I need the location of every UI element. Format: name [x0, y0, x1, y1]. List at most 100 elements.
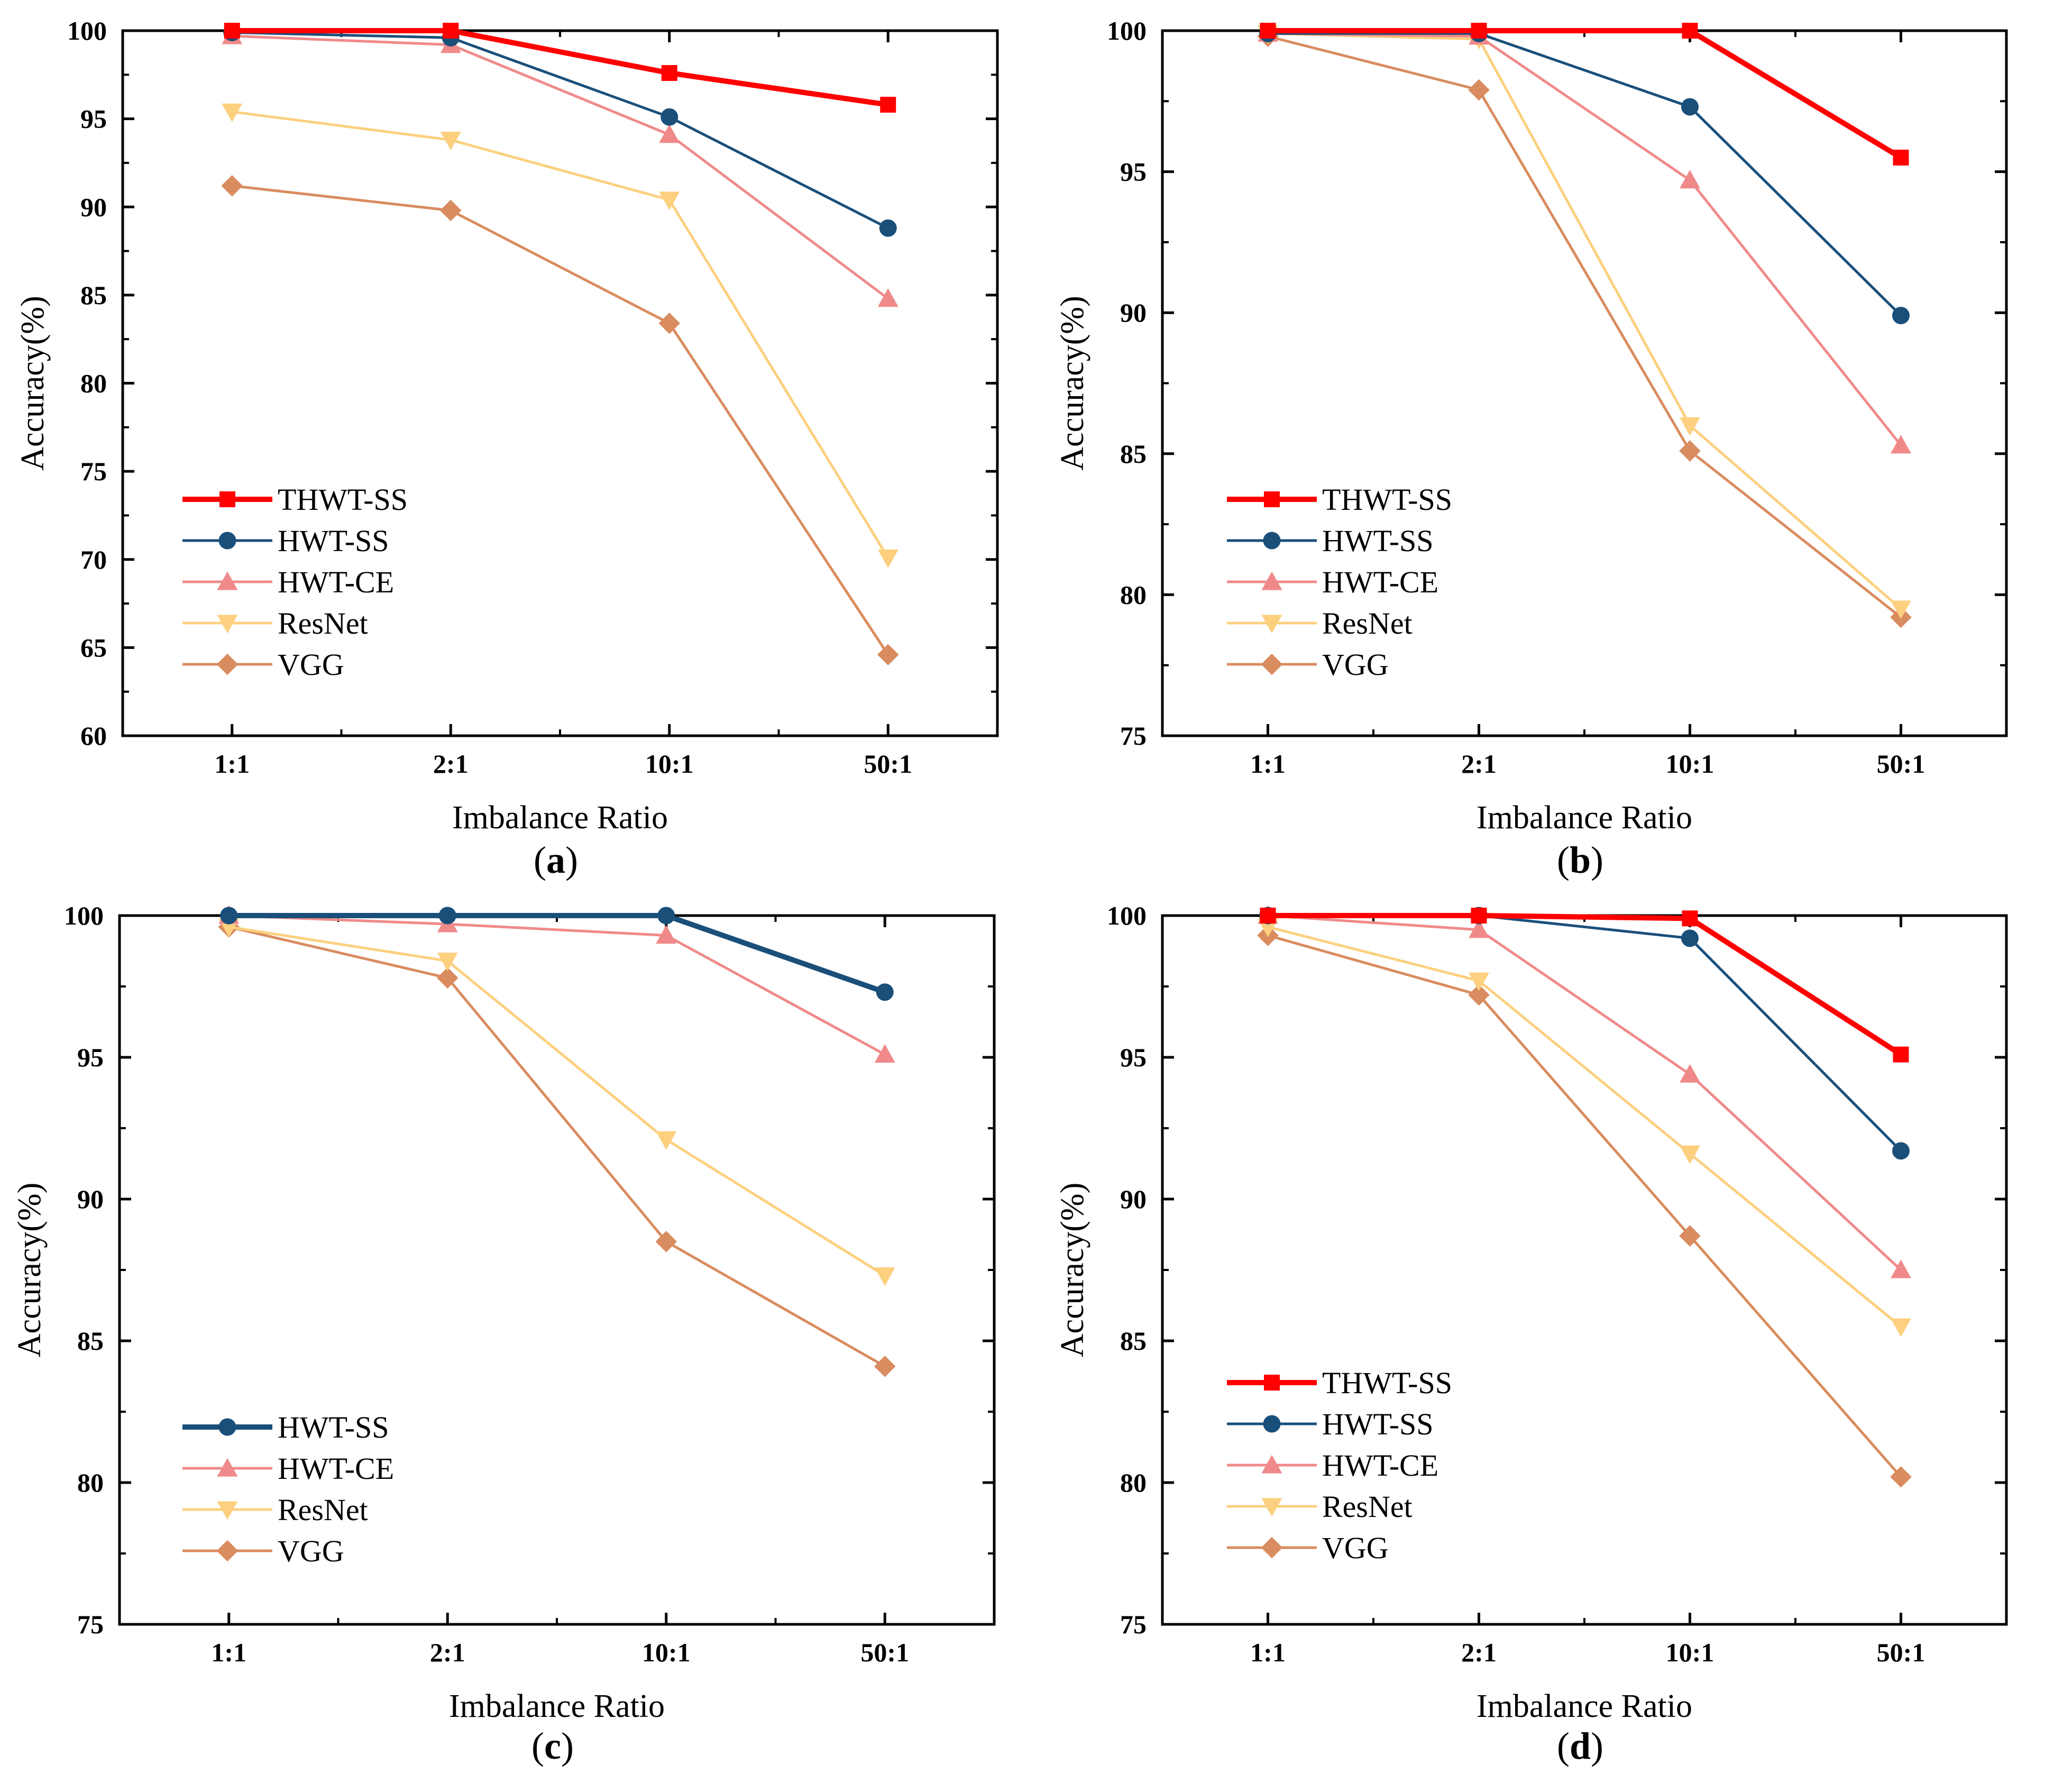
x-tick-label: 50:1 [860, 1638, 909, 1667]
data-point-hwt-ce [1469, 919, 1489, 938]
data-point-resnet [877, 549, 898, 568]
y-tick-label: 85 [80, 280, 107, 310]
y-tick-label: 100 [1107, 16, 1147, 45]
x-tick-label: 10:1 [645, 749, 694, 779]
data-point-vgg [1679, 440, 1701, 462]
chart-panel-a: 60 65 70 75 80 85 90 95 100 1:1 2:1 10:1 50:1 Imbalan… [15, 16, 999, 881]
series-resnet [1258, 918, 1911, 1337]
data-point-hwt-ce [1891, 435, 1911, 454]
legend-label-hwt-ss: HWT-SS [278, 1410, 389, 1444]
legend-label-vgg: VGG [1322, 647, 1389, 682]
legend-marker-resnet [1261, 1498, 1282, 1517]
data-point-thwt-ss [880, 96, 896, 113]
y-axis-label: Accuracy(%) [12, 1183, 48, 1357]
series-hwt-ce [1258, 23, 1911, 454]
panel-label: (b) [1557, 839, 1603, 881]
series-line-vgg [1267, 934, 1902, 1478]
x-tick-label: 1:1 [214, 749, 250, 779]
plot-frame [1161, 914, 2008, 1626]
data-point-resnet [1891, 600, 1911, 619]
y-tick-label: 80 [1120, 580, 1147, 609]
data-point-resnet [659, 191, 680, 211]
x-tick-label: 2:1 [433, 749, 469, 779]
data-point-resnet [874, 1267, 895, 1286]
data-point-vgg [440, 199, 462, 222]
legend-marker-vgg [1261, 653, 1283, 675]
data-point-thwt-ss [224, 23, 240, 39]
x-tick-label: 10:1 [1666, 749, 1714, 779]
legend-marker-hwt-ce [217, 571, 238, 590]
series-line-thwt-ss [232, 28, 888, 107]
series-line-hwt-ce [1268, 32, 1902, 446]
legend-label-resnet: ResNet [1322, 606, 1413, 641]
x-axis-label: Imbalance Ratio [449, 1688, 665, 1724]
series-line-thwt-ss [1268, 28, 1903, 160]
series-hwt-ce [222, 25, 898, 307]
y-tick-label: 60 [80, 721, 107, 751]
plot-frame [1161, 29, 2008, 737]
legend: THWT-SS HWT-SS HWT-CE ResNet VGG [1227, 1366, 1452, 1565]
data-point-resnet [222, 103, 243, 122]
chart-panel-c: 75 80 85 90 95 100 1:1 2:1 10:1 50:1 Imbalance Rat… [12, 901, 996, 1767]
data-point-vgg [658, 312, 680, 334]
series-thwt-ss [1260, 908, 1909, 1063]
data-point-resnet [437, 953, 458, 972]
data-point-vgg [221, 175, 243, 197]
y-tick-label: 100 [67, 16, 107, 45]
legend-marker-vgg [216, 653, 239, 675]
series-line-hwt-ss [232, 31, 889, 230]
plot-frame [121, 29, 999, 737]
legend-marker-hwt-ce [1261, 1455, 1282, 1474]
legend-label-hwt-ss: HWT-SS [1322, 524, 1434, 558]
data-point-resnet [1680, 1145, 1700, 1164]
legend: THWT-SS HWT-SS HWT-CE ResNet VGG [1227, 482, 1452, 682]
series-thwt-ss [224, 23, 896, 113]
y-tick-label: 75 [1120, 721, 1147, 751]
data-point-vgg [655, 1231, 677, 1252]
data-point-vgg [877, 644, 899, 665]
series-line-hwt-ce [228, 914, 886, 1056]
legend-marker-resnet [217, 615, 238, 634]
data-point-thwt-ss [1260, 23, 1276, 39]
series-vgg [218, 916, 896, 1377]
legend-marker-thwt-ss [1264, 491, 1280, 507]
data-point-thwt-ss [1471, 23, 1487, 39]
data-point-hwt-ss [1681, 929, 1699, 947]
y-tick-label: 90 [77, 1184, 104, 1214]
data-point-hwt-ss [1681, 98, 1699, 116]
series-line-hwt-ss [1268, 32, 1902, 317]
y-tick-label: 90 [1120, 298, 1147, 327]
legend-marker-hwt-ss [218, 532, 236, 550]
legend-label-vgg: VGG [278, 1534, 344, 1568]
data-point-hwt-ce [659, 124, 680, 143]
legend-label-vgg: VGG [1322, 1531, 1389, 1565]
data-point-resnet [1680, 417, 1700, 436]
data-point-vgg [874, 1355, 896, 1377]
legend-label-hwt-ce: HWT-CE [1322, 565, 1438, 599]
series-line-hwt-ce [232, 34, 889, 300]
x-tick-label: 50:1 [1877, 1638, 1925, 1667]
series-line-resnet [232, 110, 890, 559]
legend-label-hwt-ss: HWT-SS [1322, 1407, 1434, 1441]
series-vgg [221, 175, 899, 665]
legend-marker-hwt-ss [1263, 532, 1281, 550]
series-resnet [222, 103, 898, 568]
data-point-resnet [1891, 1318, 1911, 1337]
data-point-resnet [1469, 972, 1489, 991]
data-point-hwt-ss [220, 907, 238, 925]
x-tick-label: 50:1 [1877, 749, 1925, 779]
series-hwt-ss [1259, 907, 1910, 1160]
x-tick-label: 10:1 [642, 1638, 691, 1667]
y-tick-label: 85 [1120, 439, 1147, 469]
data-point-hwt-ss [876, 983, 894, 1001]
data-point-hwt-ss [879, 219, 897, 237]
y-axis-label: Accuracy(%) [1054, 1183, 1090, 1357]
data-point-thwt-ss [1682, 23, 1698, 39]
data-point-hwt-ce [874, 1044, 895, 1063]
y-tick-label: 80 [77, 1468, 104, 1497]
x-tick-label: 2:1 [1461, 749, 1497, 779]
data-point-vgg [1468, 79, 1490, 101]
data-point-vgg [1679, 1225, 1701, 1247]
y-tick-label: 95 [80, 104, 107, 134]
